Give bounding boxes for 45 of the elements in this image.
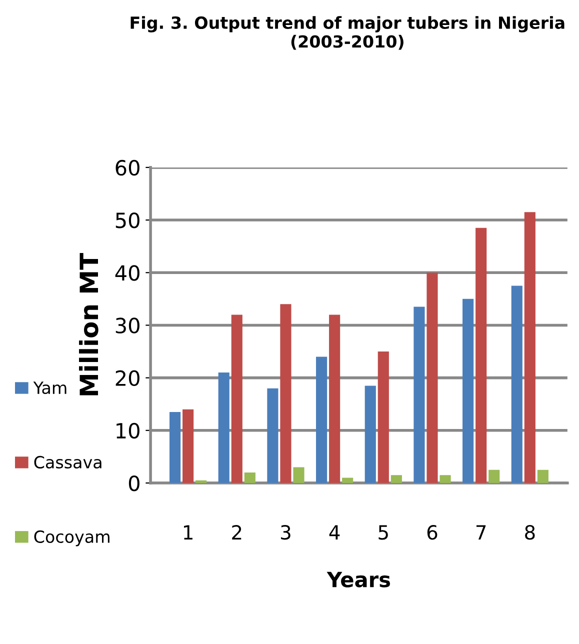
x-tick-label: 1 <box>184 525 192 540</box>
bar <box>169 412 181 483</box>
bar <box>293 467 304 483</box>
x-tick-label: 5 <box>378 525 388 540</box>
y-tick-label: 40 <box>115 265 140 281</box>
x-tick-label: 7 <box>476 525 486 540</box>
bar <box>414 306 425 483</box>
bar <box>280 304 292 483</box>
y-tick-label: 0 <box>128 475 140 492</box>
bar <box>218 372 230 483</box>
bar <box>244 472 256 483</box>
chart-title: Fig. 3. Output trend of major tubers in Nigeria (2003-2010) <box>130 16 564 50</box>
bar <box>426 272 438 483</box>
x-tick-label: 6 <box>427 525 438 540</box>
bar <box>182 409 194 483</box>
bar <box>378 352 389 483</box>
x-tick-label: 4 <box>329 525 340 540</box>
y-tick-label: 50 <box>116 212 140 228</box>
bar <box>267 388 278 483</box>
bar <box>476 228 487 483</box>
bar <box>364 386 376 483</box>
bar <box>537 470 548 483</box>
legend-label: Cassava <box>34 456 102 469</box>
bar <box>196 480 207 483</box>
bar <box>462 298 474 483</box>
bar <box>231 314 242 483</box>
y-tick-label: 60 <box>116 160 140 176</box>
bar <box>511 286 522 483</box>
bar <box>390 475 402 483</box>
x-tick-label: 3 <box>281 525 290 540</box>
x-axis-title: Years <box>326 572 390 588</box>
y-tick-label: 30 <box>116 318 140 334</box>
y-axis-title: Million MT <box>79 252 98 396</box>
bar <box>329 314 340 483</box>
bar <box>316 356 328 483</box>
y-tick-label: 20 <box>116 370 140 386</box>
bar <box>342 478 354 483</box>
legend-label: Yam <box>33 382 66 394</box>
x-tick-label: 2 <box>232 525 242 540</box>
y-tick-label: 10 <box>116 422 140 439</box>
bar <box>524 212 536 483</box>
bar <box>440 475 451 483</box>
x-tick-label: 8 <box>525 525 535 540</box>
bar <box>488 470 500 483</box>
legend-label: Cocoyam <box>34 530 110 546</box>
